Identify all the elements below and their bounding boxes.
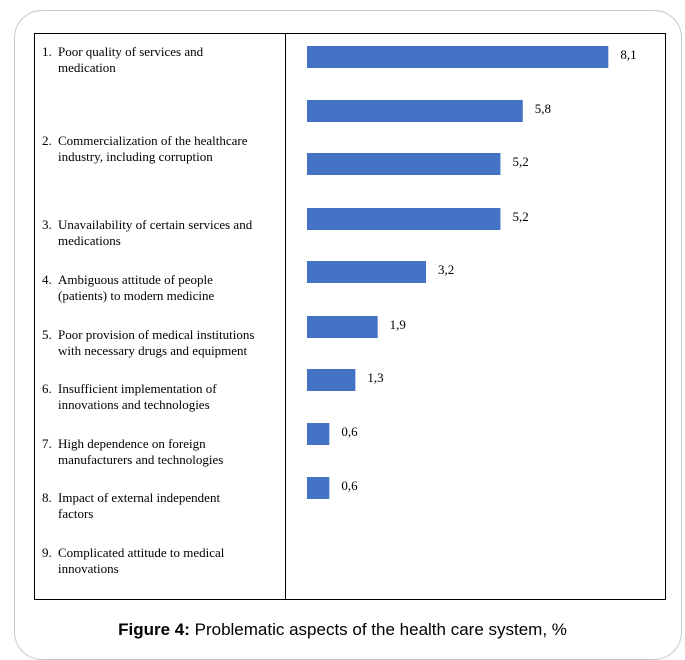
bar-8 — [307, 423, 329, 445]
value-label-4: 5,2 — [512, 209, 528, 224]
value-label-9: 0,6 — [341, 478, 358, 493]
bar-2 — [307, 100, 523, 122]
bar-3 — [307, 153, 500, 175]
value-label-5: 3,2 — [438, 262, 454, 277]
bar-5 — [307, 261, 426, 283]
value-label-2: 5,8 — [535, 101, 551, 116]
value-label-8: 0,6 — [341, 424, 358, 439]
figure-caption: Figure 4: Problematic aspects of the hea… — [0, 620, 685, 640]
bar-1 — [307, 46, 608, 68]
value-label-7: 1,3 — [367, 370, 383, 385]
bar-7 — [307, 369, 355, 391]
value-label-3: 5,2 — [512, 154, 528, 169]
value-label-1: 8,1 — [620, 47, 636, 62]
value-label-6: 1,9 — [390, 317, 406, 332]
bar-9 — [307, 477, 329, 499]
bar-4 — [307, 208, 500, 230]
bar-6 — [307, 316, 378, 338]
